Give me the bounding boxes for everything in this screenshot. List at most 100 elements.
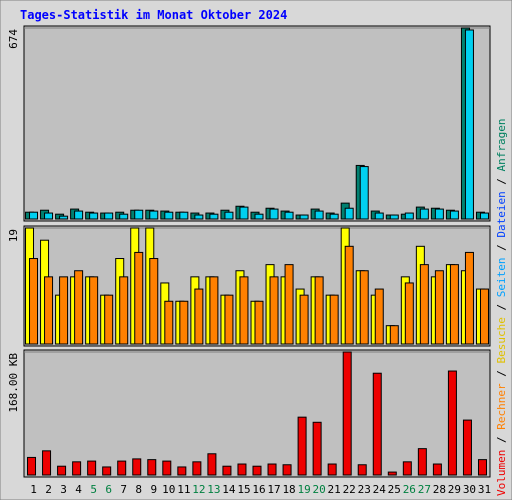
bar bbox=[359, 270, 369, 345]
bar bbox=[359, 166, 369, 220]
bar bbox=[282, 464, 292, 476]
bar bbox=[162, 460, 172, 476]
bar bbox=[269, 208, 279, 220]
bar bbox=[404, 282, 414, 345]
legend-entry: Seiten bbox=[495, 258, 508, 298]
bar bbox=[464, 29, 474, 220]
bar bbox=[44, 276, 54, 345]
bar bbox=[179, 300, 189, 345]
x-tick-label: 6 bbox=[105, 483, 112, 496]
bar bbox=[117, 460, 127, 476]
bar bbox=[239, 206, 249, 220]
bar bbox=[327, 463, 337, 476]
bar bbox=[389, 325, 399, 345]
panel bbox=[23, 349, 491, 478]
bar bbox=[404, 212, 414, 220]
bar bbox=[29, 258, 39, 345]
bar bbox=[254, 213, 264, 220]
bar bbox=[87, 460, 97, 476]
chart-title: Tages-Statistik im Monat Oktober 2024 bbox=[20, 8, 287, 22]
bar bbox=[59, 276, 69, 345]
bar bbox=[432, 463, 442, 476]
bar bbox=[147, 459, 157, 476]
x-tick-label: 30 bbox=[463, 483, 476, 496]
x-tick-label: 28 bbox=[433, 483, 446, 496]
bar bbox=[284, 211, 294, 220]
bar bbox=[449, 210, 459, 220]
bar bbox=[314, 276, 324, 345]
legend-entry: Besuche bbox=[495, 317, 508, 363]
bar bbox=[42, 450, 52, 476]
bar bbox=[447, 370, 457, 476]
legend-separator: / bbox=[495, 364, 508, 384]
bar bbox=[434, 208, 444, 220]
bar bbox=[119, 276, 129, 345]
bar bbox=[29, 211, 39, 220]
bar bbox=[104, 294, 114, 345]
bar bbox=[132, 458, 142, 476]
x-tick-label: 29 bbox=[448, 483, 461, 496]
x-tick-label: 12 bbox=[192, 483, 205, 496]
bar bbox=[479, 212, 489, 220]
bar bbox=[312, 421, 322, 476]
bar bbox=[372, 372, 382, 476]
x-tick-label: 17 bbox=[267, 483, 280, 496]
bar bbox=[89, 276, 99, 345]
bar bbox=[329, 213, 339, 220]
x-tick-label: 31 bbox=[478, 483, 491, 496]
y-tick-label: 674 bbox=[7, 29, 20, 49]
x-tick-label: 26 bbox=[403, 483, 416, 496]
bar bbox=[299, 294, 309, 345]
x-tick-label: 24 bbox=[373, 483, 387, 496]
x-tick-label: 18 bbox=[282, 483, 295, 496]
bar bbox=[224, 211, 234, 220]
bar bbox=[89, 212, 99, 220]
bar bbox=[239, 276, 249, 345]
bar bbox=[224, 294, 234, 345]
bar bbox=[479, 288, 489, 345]
x-tick-label: 13 bbox=[207, 483, 220, 496]
bar bbox=[389, 214, 399, 220]
panel bbox=[23, 25, 491, 222]
bar bbox=[44, 212, 54, 220]
x-tick-label: 1 bbox=[30, 483, 37, 496]
bar bbox=[284, 264, 294, 345]
legend-entry: Volumen bbox=[495, 450, 508, 496]
bar bbox=[104, 212, 114, 220]
bar bbox=[194, 214, 204, 220]
x-tick-label: 5 bbox=[90, 483, 97, 496]
bar bbox=[134, 251, 144, 345]
x-tick-label: 23 bbox=[358, 483, 371, 496]
bar bbox=[344, 207, 354, 220]
bar bbox=[344, 245, 354, 345]
bar bbox=[374, 288, 384, 345]
bar bbox=[269, 276, 279, 345]
bar bbox=[179, 211, 189, 220]
bar bbox=[357, 464, 367, 476]
bar bbox=[299, 214, 309, 220]
x-tick-label: 15 bbox=[237, 483, 250, 496]
bar bbox=[477, 459, 487, 476]
x-tick-label: 2 bbox=[45, 483, 52, 496]
bar bbox=[149, 258, 159, 345]
bar bbox=[402, 461, 412, 476]
legend-entry: Dateien bbox=[495, 191, 508, 237]
legend: Volumen / Rechner / Besuche / Seiten / D… bbox=[495, 118, 508, 496]
x-tick-label: 9 bbox=[150, 483, 157, 496]
x-tick-label: 3 bbox=[60, 483, 67, 496]
bar bbox=[164, 300, 174, 345]
bar bbox=[222, 465, 232, 476]
x-tick-label: 27 bbox=[418, 483, 431, 496]
legend-separator: / bbox=[495, 238, 508, 258]
bar bbox=[57, 465, 67, 476]
bar bbox=[102, 466, 112, 476]
bar bbox=[134, 209, 144, 220]
bar bbox=[209, 213, 219, 220]
x-tick-label: 25 bbox=[388, 483, 401, 496]
x-tick-label: 8 bbox=[135, 483, 142, 496]
legend-entry: Anfragen bbox=[495, 118, 508, 171]
x-tick-label: 21 bbox=[328, 483, 341, 496]
bar bbox=[209, 276, 219, 345]
bar bbox=[464, 251, 474, 345]
